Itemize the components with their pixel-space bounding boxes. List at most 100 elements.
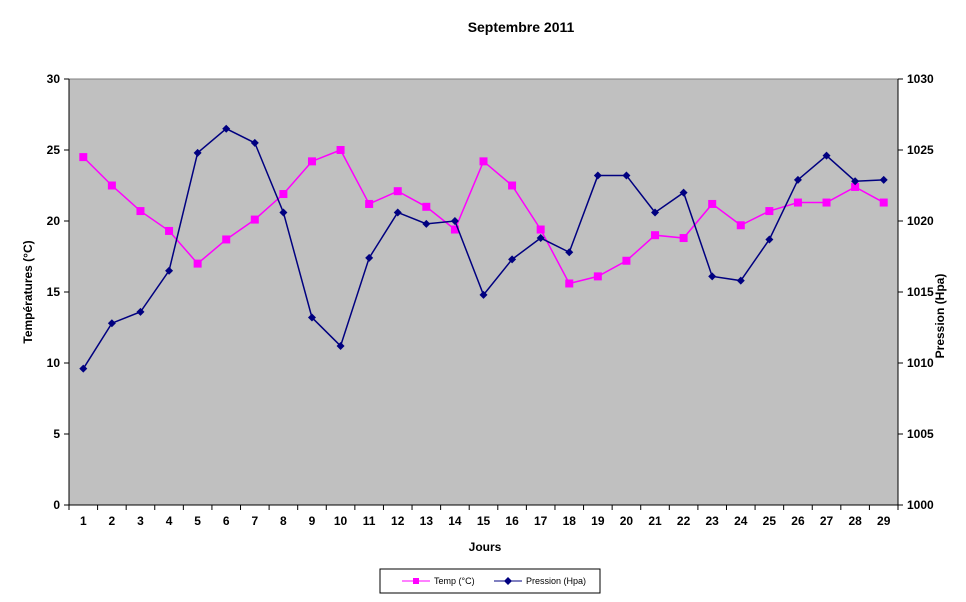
y-right-tick-label: 1030 [907, 72, 934, 86]
pressure-point [450, 217, 459, 225]
x-tick-label: 7 [251, 514, 258, 528]
pressure-point [679, 188, 688, 197]
temp-point [450, 225, 459, 234]
pressure-point [793, 175, 802, 184]
y-left-tick-label: 15 [47, 285, 61, 299]
temp-point [765, 207, 774, 216]
series-layer [79, 124, 888, 373]
temp-point [222, 235, 231, 244]
x-tick-label: 16 [505, 514, 519, 528]
x-tick-label: 1 [80, 514, 87, 528]
legend-pressure-label: Pression (Hpa) [526, 576, 586, 586]
x-tick-label: 26 [791, 514, 805, 528]
x-tick-label: 29 [877, 514, 891, 528]
y-right-tick-label: 1015 [907, 285, 934, 299]
y-right-tick-label: 1020 [907, 214, 934, 228]
x-tick-label: 27 [820, 514, 834, 528]
y-left-tick-label: 10 [47, 356, 61, 370]
pressure-point [336, 341, 345, 350]
pressure-point [593, 171, 602, 180]
y-right-tick-label: 1000 [907, 498, 934, 512]
pressure-point [822, 151, 831, 160]
temp-point [165, 226, 174, 235]
temp-point [479, 157, 488, 166]
pressure-point [279, 208, 288, 217]
x-axis-label: Jours [469, 540, 502, 554]
x-tick-label: 13 [420, 514, 434, 528]
x-tick-label: 3 [137, 514, 144, 528]
pressure-point [479, 290, 488, 299]
temp-point [393, 187, 402, 196]
temp-point [736, 221, 745, 230]
x-tick-label: 18 [563, 514, 577, 528]
y-axis-right-label: Pression (Hpa) [933, 274, 947, 359]
temp-point [679, 234, 688, 243]
x-tick-label: 4 [166, 514, 173, 528]
x-tick-label: 25 [763, 514, 777, 528]
x-tick-label: 11 [363, 514, 376, 528]
temp-point [879, 198, 888, 207]
pressure-point [879, 175, 888, 184]
legend-pressure-marker [504, 577, 512, 585]
temp-point [107, 181, 116, 190]
x-tick-label: 14 [448, 514, 462, 528]
pressure-point [508, 255, 517, 264]
x-tick-label: 5 [194, 514, 201, 528]
legend: Temp (°C) Pression (Hpa) [379, 568, 601, 594]
pressure-point [422, 219, 431, 228]
pressure-point [165, 266, 174, 275]
x-tick-label: 17 [534, 514, 548, 528]
temp-point [250, 215, 259, 224]
pressure-point [365, 253, 374, 262]
pressure-point [136, 307, 145, 316]
temp-point [307, 157, 316, 166]
legend-temp-marker [413, 578, 419, 584]
x-tick-label: 9 [309, 514, 316, 528]
y-axis-left-label: Températures (°C) [21, 240, 35, 343]
temp-point [279, 190, 288, 199]
x-tick-label: 10 [334, 514, 348, 528]
temp-point [622, 256, 631, 265]
pressure-point [250, 138, 259, 147]
y-left-tick-label: 20 [47, 214, 61, 228]
y-right-tick-label: 1005 [907, 427, 934, 441]
temp-point [793, 198, 802, 207]
y-right-tick-label: 1025 [907, 143, 934, 157]
x-tick-label: 8 [280, 514, 287, 528]
temp-point [565, 279, 574, 288]
y-left-tick-label: 30 [47, 72, 61, 86]
x-tick-label: 22 [677, 514, 691, 528]
pressure-point [222, 124, 231, 133]
axes: 0510152025301000100510101015102010251030… [47, 72, 934, 528]
pressure-point [393, 208, 402, 217]
temp-point [651, 231, 660, 240]
pressure-point [736, 276, 745, 285]
temp-point [708, 199, 717, 208]
temp-point [365, 199, 374, 208]
pressure-point [307, 313, 316, 322]
y-right-tick-label: 1010 [907, 356, 934, 370]
temp-point [336, 146, 345, 154]
pressure-point [536, 234, 545, 243]
x-tick-label: 28 [848, 514, 862, 528]
x-tick-label: 20 [620, 514, 634, 528]
y-left-tick-label: 5 [53, 427, 60, 441]
x-tick-label: 21 [648, 514, 662, 528]
chart-title: Septembre 2011 [468, 19, 575, 35]
x-tick-label: 6 [223, 514, 230, 528]
legend-temp-label: Temp (°C) [434, 576, 475, 586]
temp-point [79, 153, 88, 162]
temp-point [422, 202, 431, 211]
pressure-point [79, 364, 88, 373]
temp-point [508, 181, 517, 190]
temp-point [822, 198, 831, 207]
temp-point [851, 182, 860, 191]
pressure-point [765, 235, 774, 244]
temp-point [536, 225, 545, 234]
x-tick-label: 24 [734, 514, 748, 528]
temp-point [136, 207, 145, 216]
temp-point [593, 272, 602, 281]
pressure-point [708, 272, 717, 281]
pressure-point [565, 248, 574, 257]
pressure-point [622, 171, 631, 180]
